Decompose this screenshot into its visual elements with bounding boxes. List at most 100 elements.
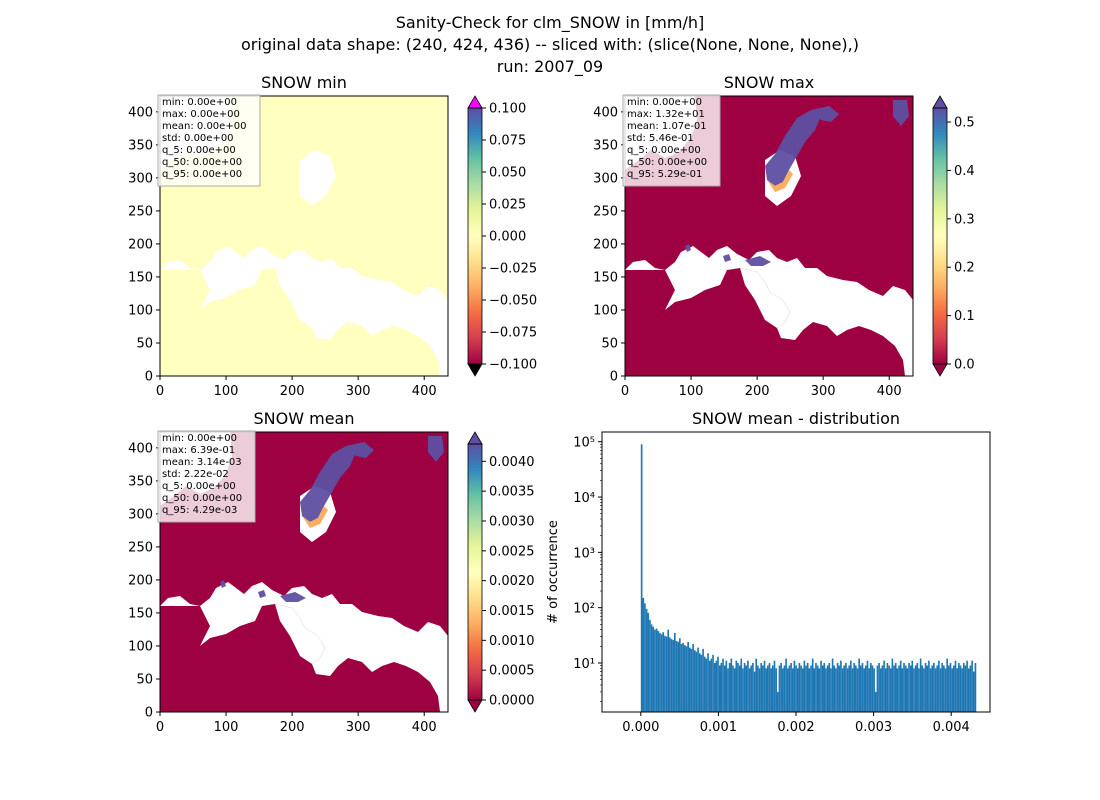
histogram-bar (939, 668, 942, 712)
x-tick-label: 0 (621, 384, 629, 399)
histogram-bar (683, 645, 686, 712)
stats-line: min: 0.00e+00 (162, 433, 237, 444)
stats-line: std: 5.46e-01 (627, 133, 694, 144)
histogram-bar (848, 665, 851, 712)
histogram-bar (692, 644, 694, 712)
histogram-bar (657, 630, 660, 712)
histogram-bar (911, 660, 914, 712)
stats-line: q_95: 5.29e-01 (627, 169, 702, 180)
snow-area (723, 254, 731, 262)
stats-line: q_50: 0.00e+00 (162, 493, 242, 504)
histogram-bar (786, 668, 789, 712)
colorbar-extend-top (467, 431, 483, 445)
x-axis: 0.000 0.001 0.002 0.003 0.004 (622, 712, 970, 735)
stats-line: min: 0.00e+00 (162, 97, 237, 108)
panel-title: SNOW max (724, 73, 814, 92)
y-axis: 0 50 100 150 200 250 300 350 400 (128, 105, 160, 385)
histogram-bar (747, 660, 749, 712)
histogram-bar (678, 638, 681, 712)
histogram-bar (967, 668, 970, 712)
histogram-bar (771, 665, 774, 712)
histogram-bar (836, 662, 839, 712)
x-tick-label: 0 (156, 720, 164, 735)
histogram-bar (921, 665, 924, 712)
y-axis: 0 50 100 150 200 250 300 350 400 (593, 105, 625, 385)
histogram-bar (693, 650, 696, 712)
colorbar-tick-label: 0.0030 (489, 514, 535, 529)
colorbar-tick-label: 0.050 (489, 166, 526, 181)
panel-snow-mean: SNOW mean 0 100 200 300 400 0 50 100 150 200 250 3… (128, 409, 534, 735)
y-tick-label: 50 (601, 336, 618, 351)
histogram-bar (884, 668, 887, 712)
histogram-bar (923, 668, 925, 712)
histogram-bar (966, 660, 968, 712)
stats-box-frame (622, 94, 721, 187)
colorbar-tick-label: 0.100 (489, 102, 526, 117)
histogram-bar (712, 654, 714, 712)
histogram-bar (778, 665, 781, 712)
histogram-bar (810, 665, 812, 712)
colorbar-tick-label: −0.025 (489, 262, 537, 277)
stats-line: q_50: 0.00e+00 (162, 157, 242, 168)
histogram-bar (846, 668, 849, 712)
histogram-bar (974, 662, 977, 712)
histogram-bar (685, 646, 688, 712)
histogram-bar (954, 660, 957, 712)
x-axis: 0 100 200 300 400 (621, 376, 902, 399)
histogram-bar (680, 644, 683, 712)
y-tick-label: 10¹ (573, 657, 595, 672)
y-tick-label: 300 (128, 171, 153, 186)
y-tick-label: 200 (128, 573, 153, 588)
histogram-bar (904, 665, 907, 712)
histogram-bar (956, 668, 958, 712)
histogram-bar (801, 668, 804, 712)
y-tick-label: 150 (128, 606, 153, 621)
histogram-bar (687, 641, 689, 712)
histogram-bar (843, 665, 846, 712)
histogram-bar (803, 660, 806, 712)
histogram-bar (908, 662, 910, 712)
y-tick-label: 200 (593, 237, 618, 252)
histogram-bar (752, 662, 754, 712)
stats-line: std: 2.22e-02 (162, 469, 229, 480)
histogram-bar (753, 671, 756, 712)
histogram-bar (715, 660, 718, 712)
histogram-bar (838, 665, 841, 712)
colorbar-tick-label: −0.075 (489, 326, 537, 341)
snow-area (685, 244, 691, 252)
histogram-bar (796, 668, 799, 712)
histogram-bar (943, 665, 945, 712)
histogram-bar (881, 665, 884, 712)
histogram-bar (674, 632, 676, 712)
colorbar-tick-label: 0.0040 (489, 455, 535, 470)
histogram-bar (795, 665, 797, 712)
x-tick-label: 100 (214, 720, 239, 735)
histogram-bar (700, 654, 703, 712)
histogram-bar (888, 665, 890, 712)
histogram-bar (702, 648, 704, 712)
x-tick-label: 0.001 (700, 720, 737, 735)
stats-line: q_50: 0.00e+00 (627, 157, 707, 168)
histogram-bar (961, 668, 963, 712)
x-tick-label: 400 (412, 384, 437, 399)
histogram-bar (825, 668, 827, 712)
colorbar-tick-label: 0.025 (489, 198, 526, 213)
histogram-bar (750, 665, 753, 712)
histogram-bar (675, 640, 678, 712)
histogram-bar (791, 668, 794, 712)
panel-snow-min: SNOW min 0 100 200 300 400 0 50 100 150 200 250 30… (128, 73, 537, 399)
histogram-bar (909, 665, 912, 712)
x-tick-label: 100 (214, 384, 239, 399)
histogram-bar (841, 668, 844, 712)
snow-edge (302, 506, 328, 528)
x-axis: 0 100 200 300 400 (156, 376, 437, 399)
histogram-bar (855, 665, 857, 712)
histogram-bar (767, 665, 769, 712)
histogram-bar (655, 628, 658, 712)
histogram-bar (893, 665, 895, 712)
snow-area (258, 590, 266, 598)
histogram-bar (793, 660, 796, 712)
y-tick-label: 0 (145, 706, 153, 721)
snow-area (765, 110, 821, 186)
colorbar-extend-bottom (932, 363, 948, 377)
